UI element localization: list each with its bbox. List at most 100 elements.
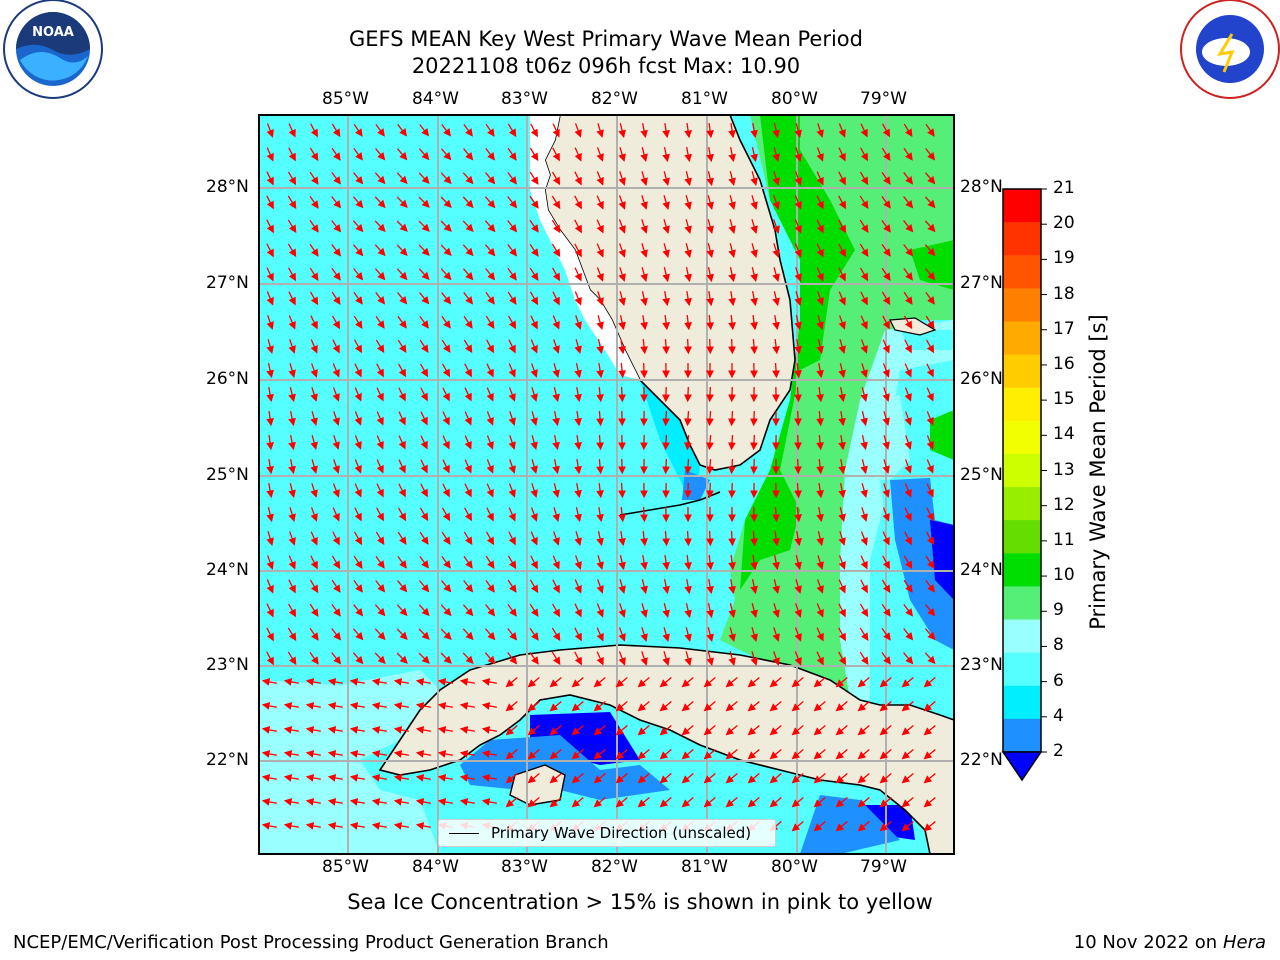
wave-arrow [419, 580, 430, 593]
wave-arrow [706, 338, 714, 355]
colorbar-tick-label: 20 [1053, 213, 1075, 234]
wave-arrow [349, 702, 366, 710]
wave-arrow [618, 267, 626, 282]
wave-arrow [331, 123, 341, 138]
wave-arrow [331, 555, 341, 570]
wave-arrow [684, 651, 692, 667]
wave-arrow [860, 387, 868, 403]
wave-arrow [437, 798, 454, 806]
wave-arrow [527, 725, 540, 736]
wave-arrow [618, 482, 626, 499]
wave-arrow [574, 339, 582, 354]
wave-arrow [353, 555, 363, 569]
wave-arrow [838, 339, 846, 354]
wave-arrow [464, 363, 472, 378]
wave-arrow [287, 627, 297, 642]
wave-arrow [860, 531, 868, 546]
wave-arrow [463, 292, 474, 305]
wave-arrow [857, 773, 870, 784]
wave-arrow [331, 196, 342, 209]
wave-arrow [464, 435, 472, 450]
lat-label-left: 28°N [206, 177, 249, 197]
wave-arrow [662, 314, 670, 331]
wave-arrow [859, 651, 869, 665]
wave-arrow [288, 123, 296, 138]
lon-label-bottom: 85°W [322, 857, 369, 877]
wave-arrow [901, 821, 914, 832]
wave-arrow [747, 749, 760, 760]
wave-arrow [530, 459, 538, 474]
wave-arrow [266, 195, 274, 210]
wave-arrow [484, 220, 496, 233]
wave-arrow [288, 315, 296, 330]
wave-arrow [772, 627, 780, 642]
wave-arrow [485, 291, 495, 305]
lon-label-top: 80°W [771, 89, 818, 109]
wave-arrow [552, 411, 560, 427]
wave-arrow [881, 579, 891, 594]
wave-arrow [816, 458, 824, 475]
colorbar-tick-label: 8 [1053, 635, 1064, 656]
wave-arrow [662, 219, 670, 234]
wave-arrow [331, 220, 342, 233]
wave-arrow [288, 363, 296, 378]
lon-label-bottom: 81°W [681, 857, 728, 877]
colorbar-tick-label: 4 [1053, 705, 1064, 726]
wave-arrow [904, 531, 912, 546]
wave-arrow [596, 555, 604, 570]
wave-arrow [574, 651, 582, 666]
wave-arrow [261, 726, 278, 734]
wave-arrow [552, 579, 560, 594]
wave-arrow [549, 797, 562, 808]
wave-arrow [813, 821, 826, 832]
wave-arrow [420, 411, 428, 426]
wave-arrow [684, 195, 692, 211]
wave-arrow [725, 773, 738, 784]
wave-arrow [552, 507, 560, 522]
lon-label-top: 82°W [591, 89, 638, 109]
wave-arrow [859, 627, 869, 642]
wave-arrow [640, 530, 648, 547]
wave-arrow [772, 579, 780, 595]
wave-arrow [901, 725, 914, 736]
wave-arrow [859, 195, 869, 210]
wave-arrow [462, 172, 474, 185]
wave-arrow [882, 531, 890, 546]
wave-arrow [571, 797, 584, 808]
wave-arrow [332, 435, 340, 450]
colorbar-segment [1003, 586, 1041, 621]
wave-arrow [331, 315, 341, 330]
wave-arrow [662, 651, 670, 666]
wave-arrow [816, 555, 824, 570]
wave-arrow [349, 678, 366, 686]
wave-arrow [352, 244, 364, 257]
wave-arrow [596, 339, 604, 355]
wave-arrow [437, 774, 454, 782]
wave-arrow [418, 268, 430, 281]
wave-arrow [261, 822, 278, 830]
wave-arrow [706, 290, 714, 307]
wave-arrow [374, 220, 386, 233]
wave-arrow [926, 459, 934, 474]
wave-arrow [684, 386, 692, 403]
wave-arrow [484, 652, 496, 665]
wave-arrow [596, 171, 604, 186]
wave-arrow [485, 315, 495, 330]
wave-arrow [816, 171, 824, 186]
wave-arrow [662, 627, 670, 642]
wave-arrow [684, 603, 692, 619]
wave-arrow [904, 339, 912, 354]
wave-arrow [442, 363, 451, 378]
wave-arrow [903, 123, 913, 138]
wave-arrow [881, 195, 891, 209]
lat-label-right: 22°N [960, 750, 1003, 770]
wave-arrow [596, 315, 604, 330]
wave-arrow [923, 821, 936, 832]
wave-arrow [881, 243, 891, 257]
wave-arrow [816, 410, 824, 427]
lon-label-top: 79°W [860, 89, 907, 109]
wave-arrow [305, 774, 322, 782]
wave-arrow [352, 628, 364, 641]
wave-arrow [640, 627, 648, 642]
